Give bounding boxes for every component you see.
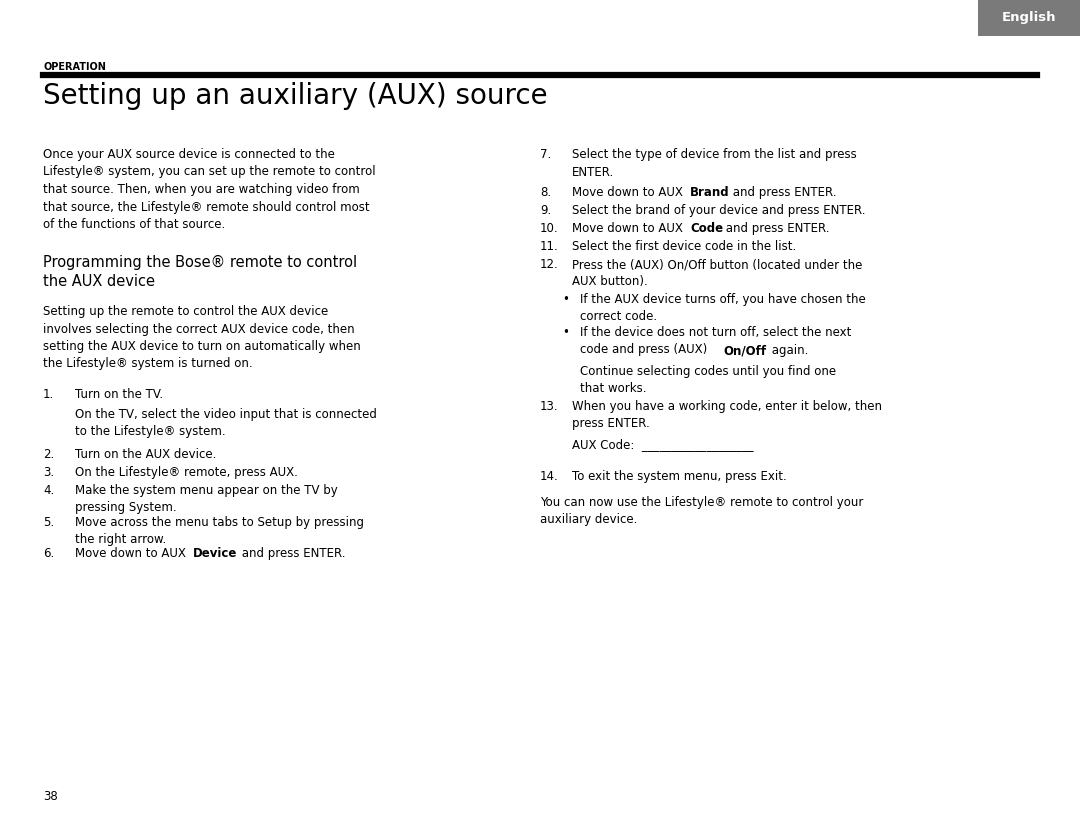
Text: Move down to AUX: Move down to AUX [75,547,190,560]
Text: On/Off: On/Off [723,344,766,357]
Text: Select the brand of your device and press ENTER.: Select the brand of your device and pres… [572,204,865,217]
Text: English: English [1002,12,1056,25]
Text: •: • [562,326,569,339]
Text: again.: again. [768,344,808,357]
Text: 7.: 7. [540,148,551,161]
Text: If the device does not turn off, select the next
code and press (AUX): If the device does not turn off, select … [580,326,851,356]
Text: •: • [562,293,569,306]
Text: Turn on the TV.: Turn on the TV. [75,388,163,401]
Text: Select the first device code in the list.: Select the first device code in the list… [572,240,796,253]
Text: Move down to AUX: Move down to AUX [572,222,687,235]
Text: Programming the Bose® remote to control
the AUX device: Programming the Bose® remote to control … [43,255,357,290]
Text: When you have a working code, enter it below, then
press ENTER.: When you have a working code, enter it b… [572,400,882,431]
Text: 8.: 8. [540,186,551,199]
Text: Turn on the AUX device.: Turn on the AUX device. [75,448,216,461]
Text: Setting up an auxiliary (AUX) source: Setting up an auxiliary (AUX) source [43,82,548,110]
Text: Make the system menu appear on the TV by
pressing System.: Make the system menu appear on the TV by… [75,484,338,515]
Text: 14.: 14. [540,470,558,483]
FancyBboxPatch shape [978,0,1080,36]
Text: 13.: 13. [540,400,558,413]
Text: 9.: 9. [540,204,551,217]
Text: Press the (AUX) On/Off button (located under the
AUX button).: Press the (AUX) On/Off button (located u… [572,258,862,289]
Text: and press ENTER.: and press ENTER. [729,186,837,199]
Text: Move down to AUX: Move down to AUX [572,186,687,199]
Text: AUX Code:  ___________________: AUX Code: ___________________ [572,438,754,451]
Text: OPERATION: OPERATION [43,62,106,72]
Text: 3.: 3. [43,466,54,479]
Text: 1.: 1. [43,388,54,401]
Text: Move across the menu tabs to Setup by pressing
the right arrow.: Move across the menu tabs to Setup by pr… [75,516,364,546]
Text: To exit the system menu, press Exit.: To exit the system menu, press Exit. [572,470,786,483]
Text: 5.: 5. [43,516,54,529]
Text: On the Lifestyle® remote, press AUX.: On the Lifestyle® remote, press AUX. [75,466,298,479]
Text: On the TV, select the video input that is connected
to the Lifestyle® system.: On the TV, select the video input that i… [75,408,377,439]
Text: Select the type of device from the list and press
ENTER.: Select the type of device from the list … [572,148,856,178]
Text: 2.: 2. [43,448,54,461]
Text: You can now use the Lifestyle® remote to control your
auxiliary device.: You can now use the Lifestyle® remote to… [540,496,863,526]
Text: 11.: 11. [540,240,558,253]
Text: Setting up the remote to control the AUX device
involves selecting the correct A: Setting up the remote to control the AUX… [43,305,361,370]
Text: Brand: Brand [690,186,730,199]
Text: 6.: 6. [43,547,54,560]
Text: 10.: 10. [540,222,558,235]
Text: 12.: 12. [540,258,558,271]
Text: Once your AUX source device is connected to the
Lifestyle® system, you can set u: Once your AUX source device is connected… [43,148,376,231]
Text: Continue selecting codes until you find one
that works.: Continue selecting codes until you find … [580,365,836,395]
Text: and press ENTER.: and press ENTER. [238,547,346,560]
Text: Code: Code [690,222,724,235]
Text: 4.: 4. [43,484,54,497]
Text: 38: 38 [43,790,57,803]
Text: and press ENTER.: and press ENTER. [723,222,829,235]
Text: If the AUX device turns off, you have chosen the
correct code.: If the AUX device turns off, you have ch… [580,293,866,323]
Text: Device: Device [193,547,238,560]
